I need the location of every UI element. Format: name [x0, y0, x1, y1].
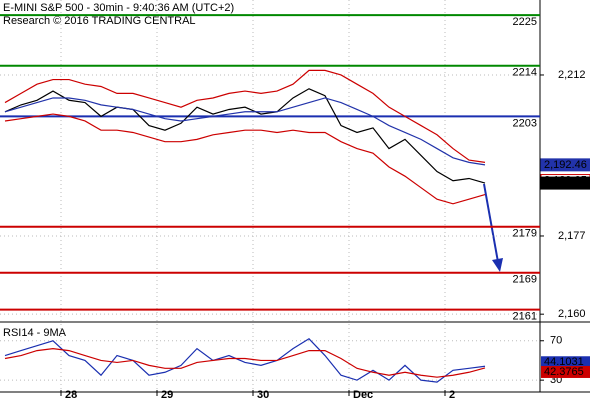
- series-line: [4, 338, 486, 383]
- chart-subtitle: Research © 2016 TRADING CENTRAL: [3, 15, 196, 27]
- y-tick-label: 2,212: [558, 69, 586, 81]
- rsi-tick-label: 70: [550, 335, 562, 347]
- series-line: [4, 97, 486, 166]
- level-label: 2179: [513, 228, 537, 240]
- level-label: 2203: [513, 117, 537, 129]
- series-line: [4, 88, 486, 184]
- x-tick-label: 2: [449, 389, 455, 400]
- y-tick-label: 2,160: [558, 308, 586, 320]
- x-tick-label: 30: [257, 389, 269, 400]
- forecast-arrow: [483, 183, 499, 263]
- rsi-marker: [541, 356, 590, 369]
- series-line: [4, 69, 486, 163]
- rsi-marker: [541, 365, 590, 378]
- chart-title: E-MINI S&P 500 - 30min - 9:40:36 AM (UTC…: [3, 2, 234, 14]
- price-marker-label: 2,192.46: [544, 159, 587, 171]
- x-tick-label: 29: [161, 389, 173, 400]
- rsi-title: RSI14 - 9MA: [3, 327, 67, 339]
- rsi-marker-label: 42.3765: [544, 366, 584, 378]
- x-tick-label: 28: [65, 389, 77, 400]
- level-label: 2169: [513, 274, 537, 286]
- forecast-arrow-head: [492, 258, 503, 272]
- price-marker: [540, 176, 590, 190]
- rsi-marker-label: 44.1031: [544, 356, 584, 368]
- price-marker-label: 2,188.5: [544, 177, 581, 189]
- x-tick-label: Dec: [353, 389, 373, 400]
- level-label: 2214: [513, 67, 537, 79]
- series-line: [4, 113, 486, 205]
- level-label: 2161: [513, 310, 537, 322]
- price-marker: [540, 158, 590, 172]
- level-label: 2225: [513, 16, 537, 28]
- y-tick-label: 2,177: [558, 230, 586, 242]
- series-line: [4, 348, 486, 378]
